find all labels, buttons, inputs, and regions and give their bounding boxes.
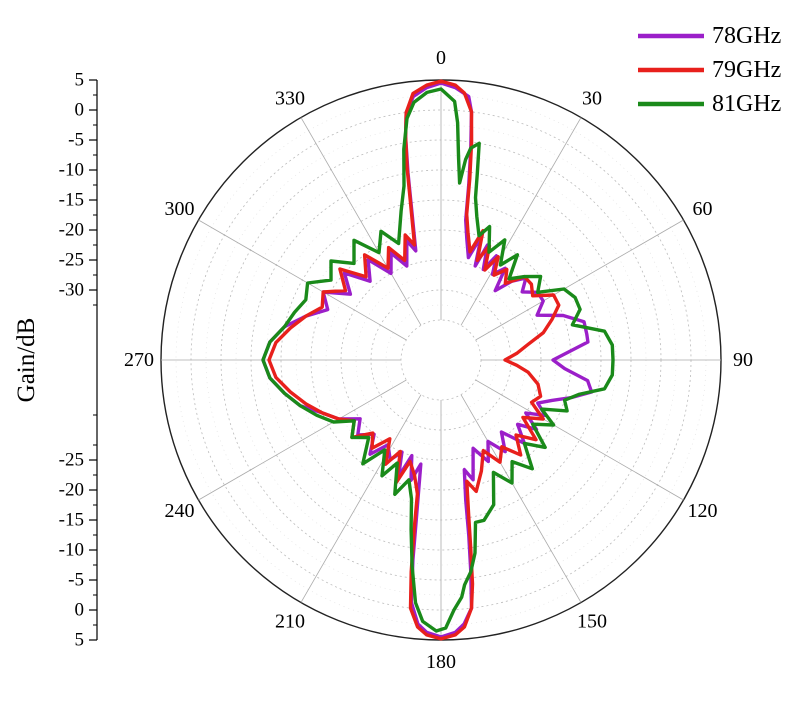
radial-tick-label: -15 xyxy=(59,510,84,531)
radial-tick-label: 5 xyxy=(75,70,85,91)
legend-label-81GHz: 81GHz xyxy=(712,91,781,117)
legend-label-79GHz: 79GHz xyxy=(712,57,781,83)
polar-grid xyxy=(160,79,722,641)
grid-spoke xyxy=(198,219,407,341)
grid-spoke xyxy=(300,394,422,603)
series-line-79GHz xyxy=(267,79,561,641)
angle-label-150: 150 xyxy=(577,611,607,633)
angle-label-210: 210 xyxy=(275,611,305,633)
grid-spoke xyxy=(300,117,422,326)
radial-tick-label: 0 xyxy=(75,600,85,621)
radial-tick-label: -20 xyxy=(59,220,84,241)
angle-label-270: 270 xyxy=(124,349,154,371)
radial-tick-label: -5 xyxy=(68,570,84,591)
angle-label-240: 240 xyxy=(164,500,194,522)
radial-tick-label: -10 xyxy=(59,540,84,561)
grid-ring xyxy=(400,319,482,401)
radial-tick-label: 0 xyxy=(75,100,85,121)
legend-label-78GHz: 78GHz xyxy=(712,23,781,49)
radial-tick-label: -20 xyxy=(59,480,84,501)
radial-tick-label: -10 xyxy=(59,160,84,181)
angle-label-90: 90 xyxy=(733,349,753,371)
radial-tick-label: -5 xyxy=(68,130,84,151)
angle-label-300: 300 xyxy=(164,198,194,220)
grid-spoke xyxy=(475,379,684,501)
angle-label-60: 60 xyxy=(693,198,713,220)
radial-tick-label: -30 xyxy=(59,280,84,301)
grid-spoke xyxy=(460,117,582,326)
y-axis-title: Gain/dB xyxy=(13,318,40,403)
grid-spoke xyxy=(460,394,582,603)
series-lines xyxy=(261,79,615,641)
angle-label-30: 30 xyxy=(582,87,602,109)
angle-label-180: 180 xyxy=(426,651,456,673)
radial-tick-label: -25 xyxy=(59,250,84,271)
radial-axis: 5 0 -5 -10 -15 -20 -25 -30 -25 -20 -15 -10 -5 0 5 xyxy=(59,70,98,651)
angle-label-330: 330 xyxy=(275,87,305,109)
grid-spoke xyxy=(475,219,684,341)
legend: 78GHz 79GHz 81GHz xyxy=(638,23,781,117)
radial-tick-label: -25 xyxy=(59,450,84,471)
angle-label-0: 0 xyxy=(436,47,446,69)
series-line-81GHz xyxy=(261,87,615,633)
radial-tick-label: -15 xyxy=(59,190,84,211)
angle-label-120: 120 xyxy=(688,500,718,522)
grid-spoke xyxy=(198,379,407,501)
angle-labels: 0 30 60 90 120 150 180 210 240 270 300 330 xyxy=(124,47,753,673)
radial-tick-label: 5 xyxy=(75,630,85,651)
grid-ring-minor xyxy=(385,304,497,416)
